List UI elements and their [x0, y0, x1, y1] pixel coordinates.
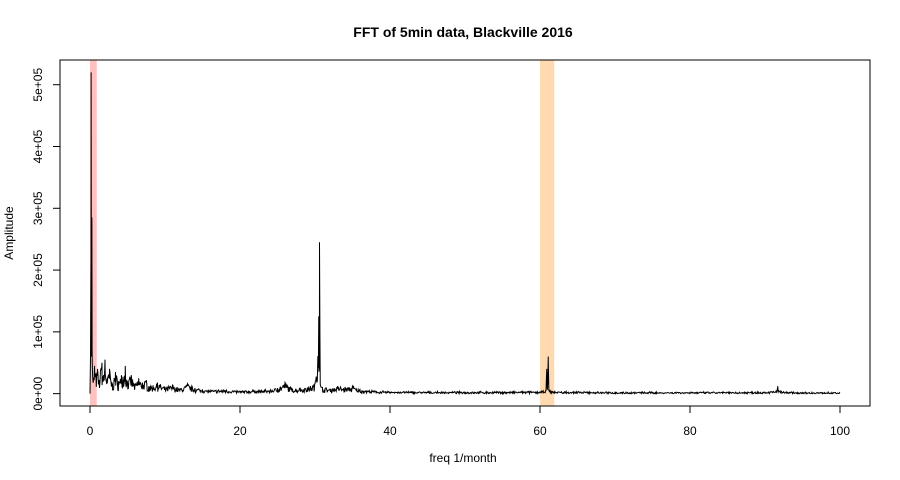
y-axis-label: Amplitude — [2, 206, 16, 260]
y-tick-label-1: 1e+05 — [31, 315, 45, 349]
chart-title: FFT of 5min data, Blackville 2016 — [353, 24, 573, 40]
series-line-0 — [89, 72, 841, 396]
series-lines — [89, 72, 841, 396]
x-axis-label: freq 1/month — [429, 451, 496, 465]
x-tick-label-0: 0 — [87, 424, 94, 438]
y-tick-label-4: 4e+05 — [31, 129, 45, 163]
x-tick-label-3: 60 — [533, 424, 547, 438]
x-tick-label-4: 80 — [683, 424, 697, 438]
plot-frame — [59, 59, 871, 407]
highlight-bands — [90, 60, 555, 406]
highlight-band-1 — [540, 60, 555, 406]
y-tick-label-3: 3e+05 — [31, 191, 45, 225]
x-axis: 0 20 40 60 80 100 — [87, 405, 850, 438]
y-tick-label-2: 2e+05 — [31, 253, 45, 287]
x-tick-label-5: 100 — [830, 424, 850, 438]
highlight-band-0 — [90, 60, 97, 406]
y-tick-label-5: 5e+05 — [31, 68, 45, 102]
y-axis: 0e+00 1e+05 2e+05 3e+05 4e+05 5e+05 — [31, 68, 61, 410]
x-tick-label-1: 20 — [233, 424, 247, 438]
y-tick-label-0: 0e+00 — [31, 376, 45, 410]
x-tick-label-2: 40 — [383, 424, 397, 438]
